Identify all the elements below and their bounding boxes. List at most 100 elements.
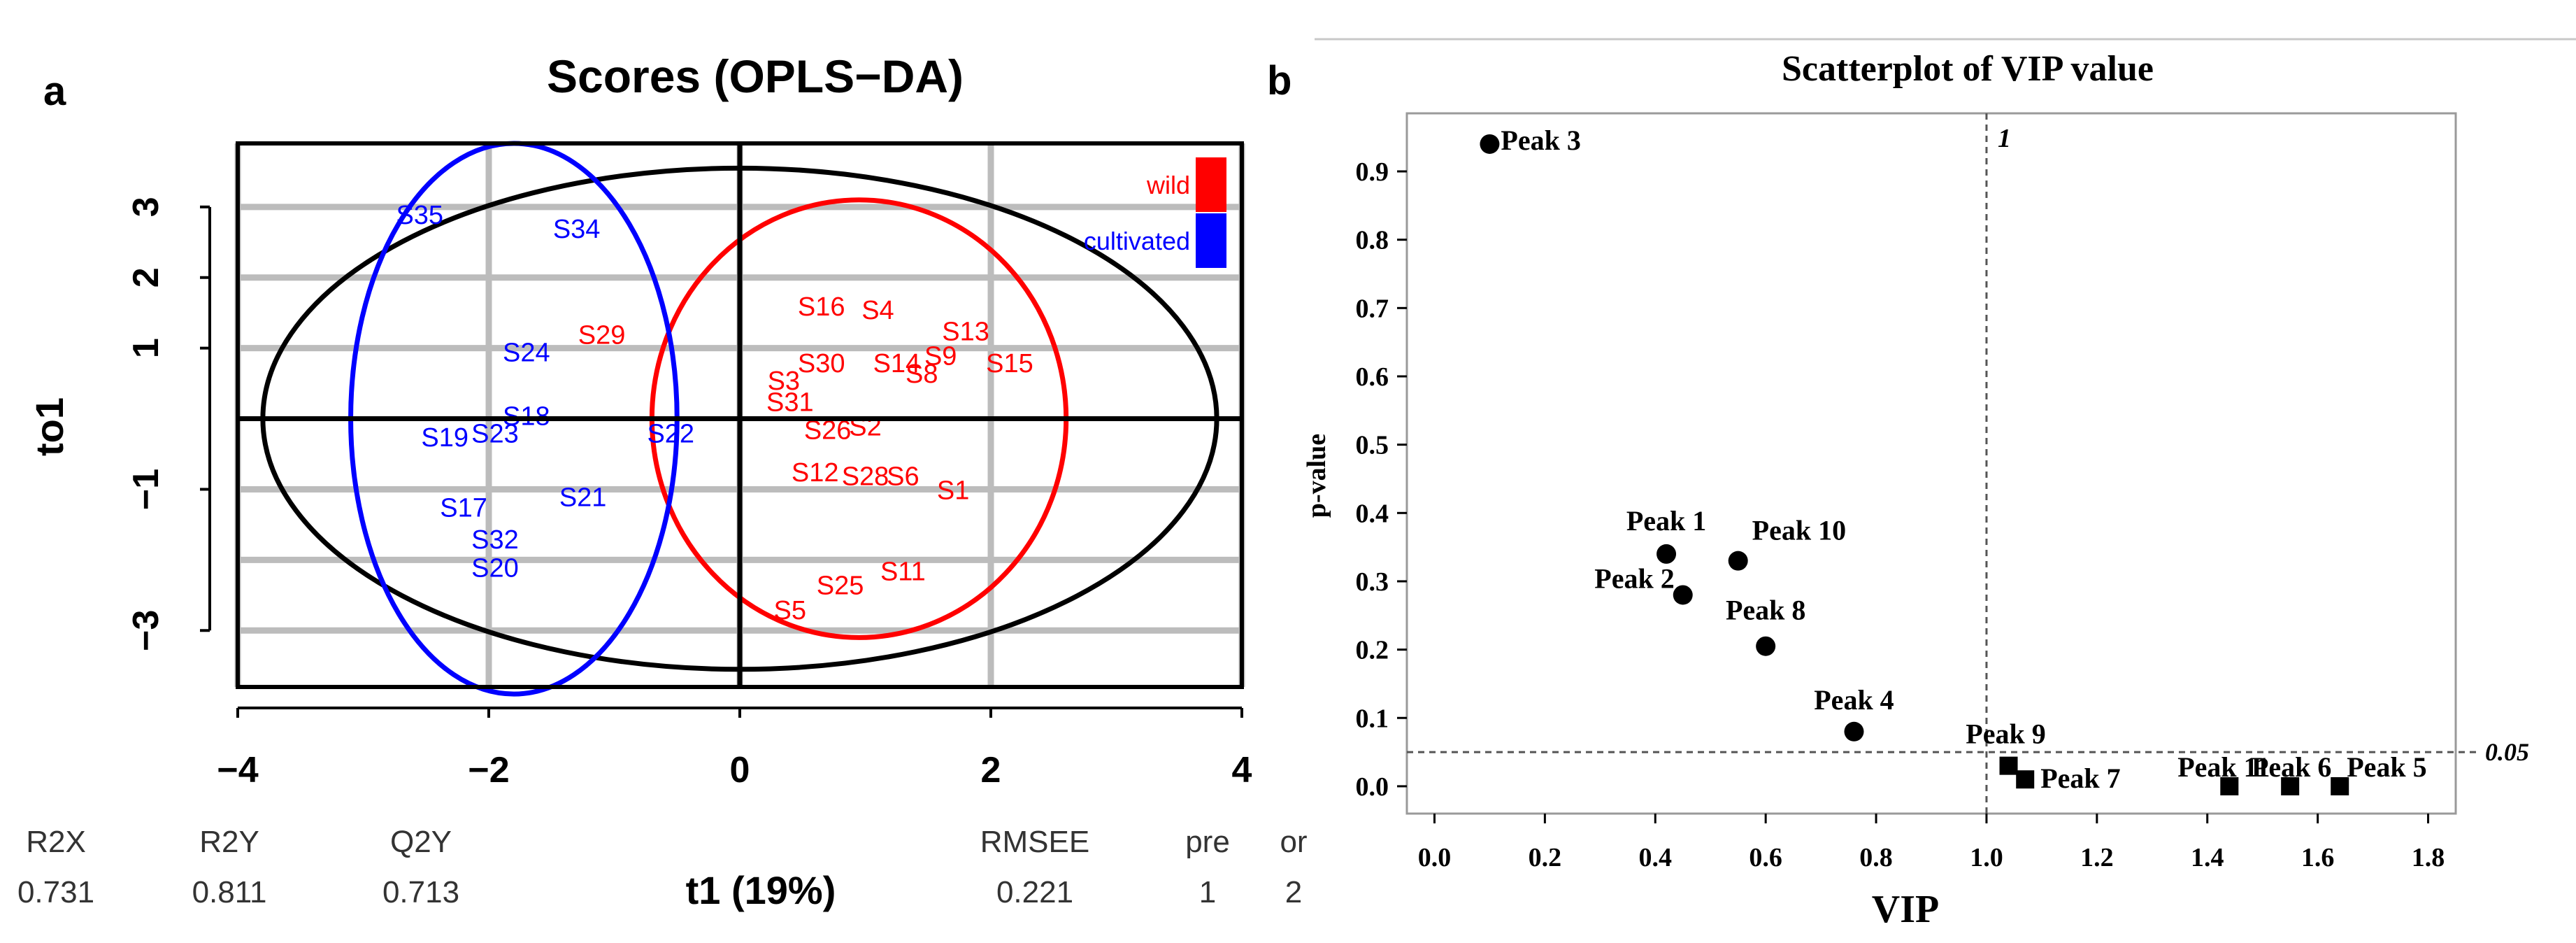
x-axis-title: t1 (19%) [686, 868, 836, 912]
sample-label-s29: S29 [578, 320, 626, 350]
sample-label-s23: S23 [471, 420, 519, 449]
point-label-peak-10: Peak 10 [1752, 515, 1846, 546]
sample-label-s15: S15 [986, 349, 1033, 378]
vip-x-tick-label: 1.6 [2301, 843, 2335, 872]
x-tick-label: 2 [981, 750, 1001, 790]
point-peak-7 [2016, 770, 2035, 789]
stat-value-or: 2 [1285, 875, 1302, 909]
stat-value-q2y: 0.713 [382, 875, 459, 909]
sample-label-s6: S6 [887, 462, 919, 491]
stat-header-r2y: R2Y [199, 825, 259, 859]
vip-x-tick-label: 0.6 [1749, 843, 1782, 872]
vip-x-tick-label: 1.0 [1970, 843, 2003, 872]
stat-value-r2y: 0.811 [192, 875, 267, 909]
reference-label-vip: 1 [1998, 124, 2011, 153]
scores-axes: Scores (OPLS−DA) −4 −2 0 2 4 3 2 1 −1 −3 to1 t1 (19%… [27, 50, 1252, 912]
point-peak-4 [1844, 721, 1864, 742]
stat-header-rmsee: RMSEE [980, 825, 1089, 859]
point-peak-9 [1999, 756, 2018, 775]
panel-b-letter: b [1267, 58, 1291, 104]
vip-y-tick-label: 0.1 [1356, 704, 1389, 733]
sample-label-s4: S4 [861, 296, 894, 325]
x-tick-label: 4 [1232, 750, 1252, 790]
stat-header-pre: pre [1185, 825, 1230, 859]
sample-label-s34: S34 [553, 215, 601, 244]
vip-points: Peak 3 Peak 1 Peak 2 Peak 10 Peak 8 Peak 4 Pea… [1480, 125, 2427, 795]
vip-x-tick-label: 0.8 [1859, 843, 1893, 872]
point-peak-3 [1480, 134, 1500, 154]
point-label-peak-7: Peak 7 [2040, 763, 2120, 794]
stat-value-pre: 1 [1199, 875, 1216, 909]
sample-label-s35: S35 [396, 201, 443, 230]
point-label-peak-3: Peak 3 [1501, 125, 1580, 156]
y-tick-label: −1 [126, 469, 166, 510]
vip-y-tick-label: 0.8 [1356, 226, 1389, 255]
sample-label-s5: S5 [774, 596, 806, 625]
sample-label-s16: S16 [798, 292, 845, 322]
point-label-peak-2: Peak 2 [1594, 562, 1674, 594]
stat-value-rmsee: 0.221 [996, 875, 1073, 909]
scores-title: Scores (OPLS−DA) [547, 50, 964, 102]
point-peak-2 [1673, 585, 1693, 605]
sample-label-s31: S31 [766, 388, 814, 417]
legend-swatch-cultivated [1196, 213, 1226, 268]
sample-label-s17: S17 [440, 494, 487, 523]
vip-plot-frame [1405, 112, 2457, 815]
vip-title: Scatterplot of VIP value [1782, 49, 2154, 89]
scores-plot-frame [236, 141, 1244, 689]
x-tick-label: 0 [730, 750, 750, 790]
sample-label-s20: S20 [471, 553, 519, 583]
y-tick-label: 2 [126, 267, 166, 288]
model-stats: R2X 0.731 R2Y 0.811 Q2Y 0.713 RMSEE 0.221 pre 1 or… [17, 825, 1308, 909]
sample-label-s32: S32 [471, 525, 519, 555]
vip-x-tick-label: 1.4 [2191, 843, 2224, 872]
point-label-peak-8: Peak 8 [1726, 595, 1805, 626]
vip-x-axis-title: VIP [1872, 888, 1939, 931]
sample-label-s8: S8 [906, 360, 938, 389]
point-peak-11 [2220, 777, 2239, 795]
x-tick-label: −4 [217, 750, 258, 790]
vip-x-tick-label: 1.8 [2412, 843, 2445, 872]
point-label-peak-1: Peak 1 [1626, 505, 1706, 537]
point-peak-6 [2281, 777, 2300, 795]
legend-label-cultivated: cultivated [1084, 227, 1190, 255]
point-label-peak-4: Peak 4 [1814, 684, 1894, 716]
vip-reference-lines: 10.05 [1407, 113, 2529, 814]
sample-label-s12: S12 [792, 458, 839, 488]
vip-y-tick-label: 0.6 [1356, 362, 1389, 392]
point-peak-10 [1728, 551, 1748, 571]
point-label-peak-9: Peak 9 [1966, 718, 2045, 750]
sample-label-s21: S21 [559, 483, 607, 513]
vip-y-tick-label: 0.7 [1356, 294, 1389, 323]
panel-a-letter: a [43, 69, 66, 114]
sample-label-s14: S14 [873, 349, 921, 378]
sample-label-s3: S3 [768, 367, 800, 396]
legend-swatch-wild [1196, 157, 1226, 212]
legend-label-wild: wild [1146, 171, 1190, 199]
y-tick-label: 1 [126, 338, 166, 358]
stat-header-q2y: Q2Y [390, 825, 452, 859]
point-label-peak-11: Peak 11 [2177, 751, 2270, 783]
sample-label-s25: S25 [817, 572, 864, 601]
point-peak-1 [1656, 544, 1677, 564]
sample-label-s19: S19 [421, 423, 468, 453]
y-tick-label: −3 [126, 610, 166, 651]
point-label-peak-6: Peak 6 [2252, 751, 2331, 783]
reference-label-pvalue: 0.05 [2485, 738, 2529, 766]
sample-label-s9: S9 [924, 342, 957, 371]
vip-y-tick-label: 0.2 [1356, 636, 1389, 665]
sample-label-s24: S24 [503, 339, 550, 368]
y-axis-title: to1 [27, 397, 71, 456]
y-tick-label: 3 [126, 197, 166, 217]
point-peak-8 [1756, 636, 1776, 656]
vip-axes: Scatterplot of VIP value 0.0 0.2 0.4 0.6 0.8 1… [1302, 49, 2445, 931]
vip-x-tick-label: 1.2 [2080, 843, 2114, 872]
stat-header-r2x: R2X [26, 825, 86, 859]
sample-label-s28: S28 [842, 462, 889, 491]
vip-y-tick-label: 0.0 [1356, 772, 1389, 802]
sample-label-s13: S13 [942, 317, 989, 346]
